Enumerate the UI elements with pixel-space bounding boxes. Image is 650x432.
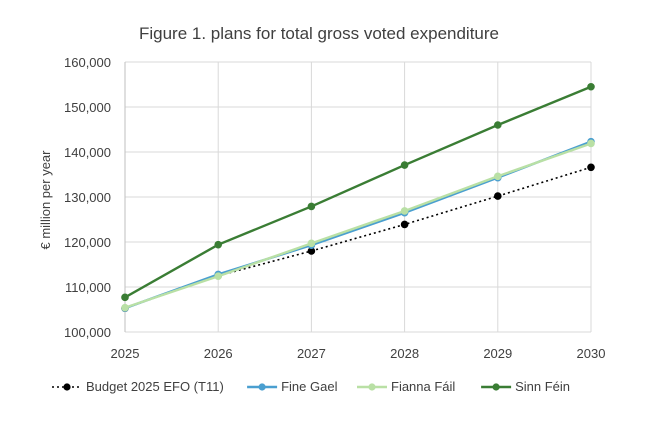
x-tick-label: 2030 [577, 346, 606, 361]
data-point [494, 172, 502, 181]
legend-label: Budget 2025 EFO (T11) [86, 379, 224, 394]
y-axis-ticks: 100,000 110,000 120,000 130,000 140,000 150,0… [64, 55, 111, 340]
data-point [121, 303, 129, 312]
series-line [124, 142, 592, 309]
data-point [307, 247, 316, 255]
data-point [400, 161, 409, 169]
y-tick-label: 150,000 [64, 100, 111, 115]
legend-item: Fine Gael [247, 379, 338, 394]
data-point [214, 272, 222, 281]
data-point [400, 207, 409, 215]
x-tick-label: 2027 [297, 346, 326, 361]
x-tick-label: 2028 [390, 346, 419, 361]
y-axis-label: € million per year [38, 150, 53, 250]
data-point [587, 82, 595, 91]
legend-swatch-marker [492, 383, 500, 391]
x-tick-label: 2029 [483, 346, 512, 361]
legend-item: Budget 2025 EFO (T11) [52, 379, 224, 394]
legend-swatch-marker [368, 383, 376, 391]
data-point [494, 192, 502, 200]
y-tick-label: 100,000 [64, 325, 111, 340]
y-tick-label: 130,000 [64, 190, 111, 205]
gridlines [124, 61, 592, 333]
series-fianna-fail [121, 139, 595, 312]
legend: Budget 2025 EFO (T11) Fine Gael Fianna Fái… [52, 379, 570, 394]
data-point [494, 121, 502, 129]
data-point [587, 163, 595, 172]
legend-label: Fine Gael [281, 379, 337, 394]
y-tick-label: 140,000 [64, 145, 111, 160]
y-tick-label: 120,000 [64, 235, 111, 250]
data-point [307, 202, 316, 211]
series-line [124, 85, 592, 299]
legend-swatch-marker [63, 383, 71, 391]
data-point [121, 293, 129, 302]
series-sinn-fein [121, 82, 595, 302]
data-point [214, 240, 222, 249]
x-tick-label: 2026 [204, 346, 233, 361]
chart-title: Figure 1. plans for total gross voted ex… [139, 24, 499, 43]
data-point [307, 239, 316, 248]
legend-label: Sinn Féin [515, 379, 570, 394]
y-tick-label: 160,000 [64, 55, 111, 70]
series-lines [121, 82, 595, 312]
series-line [124, 166, 592, 309]
legend-swatch-marker [258, 383, 266, 391]
data-point [587, 139, 595, 148]
x-tick-label: 2025 [111, 346, 140, 361]
x-axis-ticks: 2025 2026 2027 2028 2029 2030 [111, 346, 606, 361]
legend-label: Fianna Fáil [391, 379, 455, 394]
legend-item: Sinn Féin [481, 379, 570, 394]
legend-item: Fianna Fáil [357, 379, 455, 394]
data-point [400, 220, 409, 229]
y-tick-label: 110,000 [65, 280, 111, 295]
